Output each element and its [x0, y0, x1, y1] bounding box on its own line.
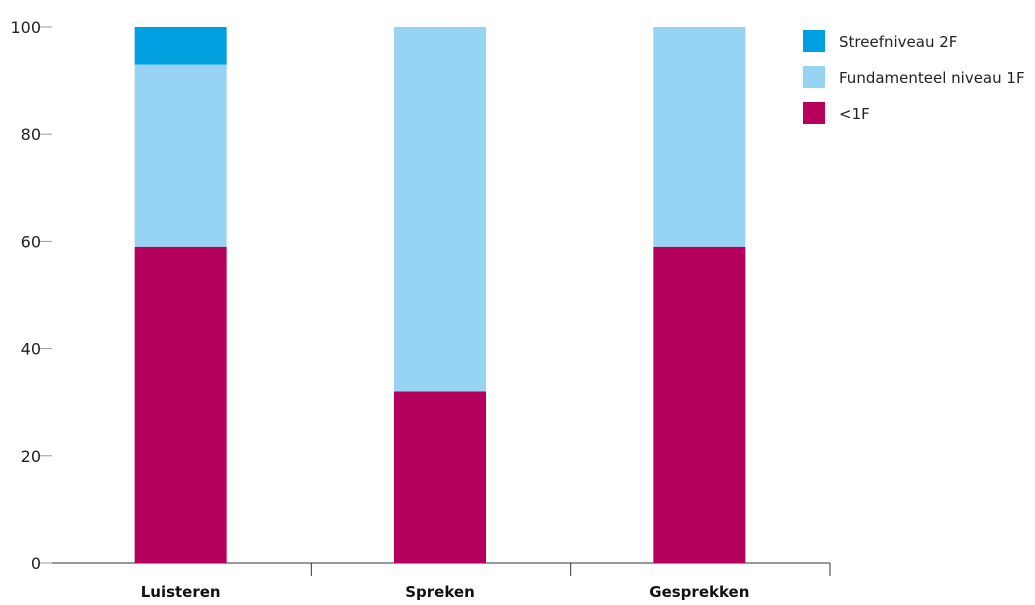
category-label: Luisteren: [141, 583, 221, 601]
category-label: Gesprekken: [649, 583, 749, 601]
y-tick-label: 80: [21, 125, 41, 144]
legend-label: <1F: [839, 105, 870, 123]
legend-swatch: [803, 66, 825, 88]
category-label: Spreken: [405, 583, 475, 601]
y-tick-label: 40: [21, 340, 41, 359]
bar-segment: [394, 391, 486, 563]
legend-swatch: [803, 102, 825, 124]
bar-segment: [653, 246, 746, 563]
legend-swatch: [803, 30, 825, 52]
bar-segment: [653, 27, 746, 247]
legend-label: Streefniveau 2F: [839, 33, 957, 51]
legend: Streefniveau 2F Fundamenteel niveau 1F <1F: [803, 30, 1025, 124]
axes: 0 20 40 60 80 100 Luisteren Spreken Gesprekken: [10, 18, 831, 601]
bar-segment: [134, 64, 227, 247]
legend-label: Fundamenteel niveau 1F: [839, 69, 1025, 87]
bar-segment: [394, 27, 486, 392]
y-tick-label: 100: [10, 18, 41, 37]
bars: [134, 27, 746, 563]
y-tick-label: 0: [31, 554, 41, 573]
y-tick-label: 20: [21, 447, 41, 466]
y-tick-label: 60: [21, 232, 41, 251]
bar-segment: [134, 27, 227, 65]
bar-segment: [134, 246, 227, 563]
